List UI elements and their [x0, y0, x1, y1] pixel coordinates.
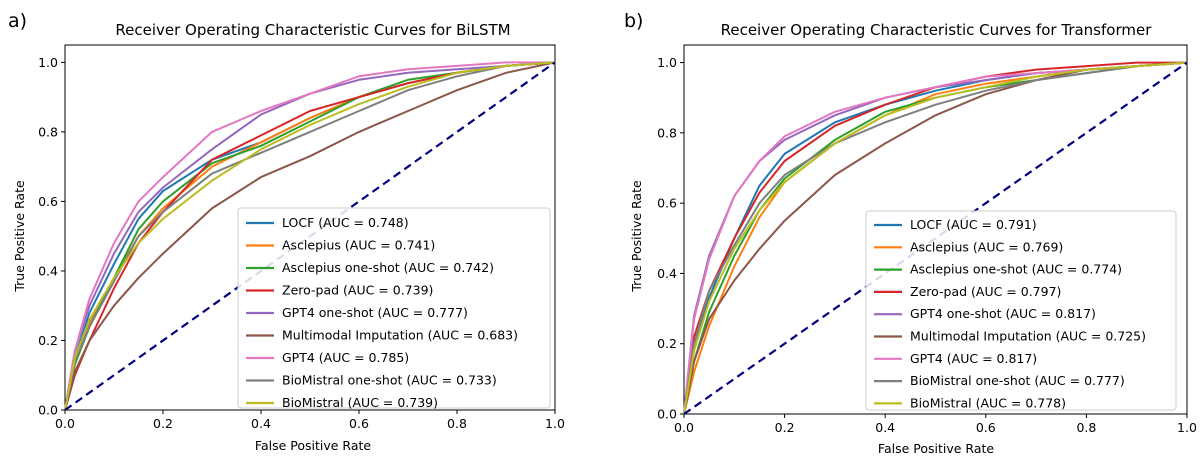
panel-b-x-tick-label: 0.0 [674, 420, 694, 435]
panel-b-series-line-8 [683, 61, 1188, 415]
panel-a-y-tick-label: 0.8 [38, 124, 58, 139]
panel-a-y-tick-label: 0.4 [38, 263, 58, 278]
panel-b-legend: LOCF (AUC = 0.791) Asclepius (AUC = 0.769… [865, 210, 1177, 411]
panel-b-legend-label: GPT4 (AUC = 0.817) [910, 351, 1037, 366]
panel-b-title: Receiver Operating Characteristic Curves… [721, 21, 1153, 39]
panel-a-y-tick-label: 0.2 [38, 333, 58, 348]
panel-a-legend-label: Asclepius one-shot (AUC = 0.742) [282, 260, 494, 275]
panel-b-legend-label: Asclepius one-shot (AUC = 0.774) [910, 262, 1122, 277]
panel-b-y-tick-label: 0.6 [657, 196, 677, 211]
panel-a-series-line-8 [64, 61, 556, 411]
panel-b-legend-label: Multimodal Imputation (AUC = 0.725) [910, 329, 1146, 344]
panel-a-x-tick-label: 0.4 [251, 416, 271, 431]
panel-b-y-tick-label: 0.8 [657, 125, 677, 140]
panel-a-legend-label: LOCF (AUC = 0.748) [282, 215, 409, 230]
panel-a-title: Receiver Operating Characteristic Curves… [115, 21, 510, 39]
panel-a-legend-label: BioMistral one-shot (AUC = 0.733) [282, 373, 497, 388]
panel-b-y-tick-label: 0.4 [657, 266, 677, 281]
panel-a-x-tick-label: 1.0 [545, 416, 565, 431]
panel-a-x-axis-label: False Positive Rate [255, 438, 371, 453]
panel-b-legend-label: BioMistral one-shot (AUC = 0.777) [910, 373, 1125, 388]
panel-b-x-tick-label: 0.6 [976, 420, 996, 435]
panel-a-legend-label: Asclepius (AUC = 0.741) [282, 238, 435, 253]
panel-b-series-line-9 [683, 61, 1188, 415]
panel-b-x-tick-label: 0.2 [775, 420, 795, 435]
panel-b-legend-label: GPT4 one-shot (AUC = 0.817) [910, 306, 1096, 321]
panel-a-series-line-6 [64, 61, 556, 411]
panel-b-y-tick-label: 0.0 [657, 407, 677, 422]
panel-a-y-tick-label: 0.6 [38, 194, 58, 209]
panel-b-legend-frame [865, 210, 1177, 411]
panel-a-series-line-5 [64, 61, 556, 411]
panel-b-x-tick-label: 0.4 [875, 420, 895, 435]
panel-a-legend-label: Zero-pad (AUC = 0.739) [282, 283, 433, 298]
panel-a-legend: LOCF (AUC = 0.748) Asclepius (AUC = 0.741… [237, 207, 551, 410]
panel-a-y-tick-label: 0.0 [38, 403, 58, 418]
panel-b-y-tick-label: 0.2 [657, 336, 677, 351]
panel-a-legend-label: GPT4 (AUC = 0.785) [282, 350, 409, 365]
panel-a-series-line-7 [64, 61, 555, 411]
panel-a-y-tick-label: 1.0 [38, 55, 58, 70]
panel-a-series-line-9 [64, 61, 556, 411]
panel-a-label: a) [8, 10, 27, 32]
panel-a-legend-entries: LOCF (AUC = 0.748) Asclepius (AUC = 0.741… [246, 215, 518, 410]
panel-b-x-tick-label: 0.8 [1076, 420, 1096, 435]
panel-b-legend-label: LOCF (AUC = 0.791) [910, 217, 1037, 232]
panel-a-legend-label: BioMistral (AUC = 0.739) [282, 395, 438, 410]
panel-b-y-axis-label: True Positive Rate [629, 180, 644, 293]
panel-b-legend-label: Asclepius (AUC = 0.769) [910, 239, 1063, 254]
chart-panel-b: b) Receiver Operating Characteristic Cur… [624, 10, 1197, 456]
panel-a-legend-label: Multimodal Imputation (AUC = 0.683) [282, 328, 518, 343]
panel-a-x-tick-label: 0.6 [349, 416, 369, 431]
panel-b-legend-entries: LOCF (AUC = 0.791) Asclepius (AUC = 0.769… [874, 217, 1146, 410]
panel-b-x-tick-label: 1.0 [1177, 420, 1197, 435]
panel-a-x-tick-label: 0.0 [55, 416, 75, 431]
panel-b-x-axis-label: False Positive Rate [878, 441, 994, 456]
panel-a-x-tick-label: 0.8 [447, 416, 467, 431]
panel-a-x-tick-label: 0.2 [153, 416, 173, 431]
panel-b-legend-label: BioMistral (AUC = 0.778) [910, 395, 1066, 410]
panel-b-y-tick-label: 1.0 [657, 55, 677, 70]
panel-a-legend-frame [237, 207, 551, 409]
panel-b-label: b) [624, 10, 643, 32]
panel-b-legend-label: Zero-pad (AUC = 0.797) [910, 284, 1061, 299]
chart-panel-a: a) Receiver Operating Characteristic Cur… [8, 10, 565, 453]
panel-a-legend-label: GPT4 one-shot (AUC = 0.777) [282, 305, 468, 320]
panel-a-y-axis-label: True Positive Rate [12, 180, 27, 293]
